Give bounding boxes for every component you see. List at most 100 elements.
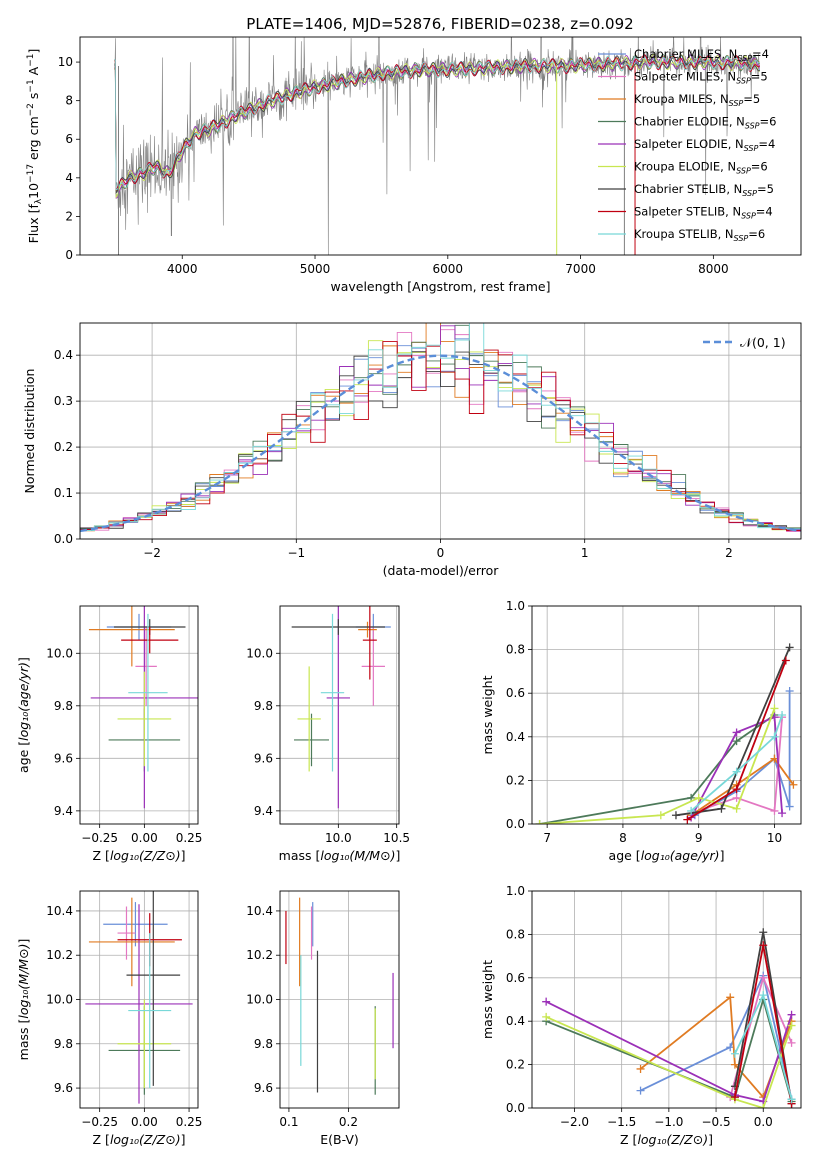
x-tick-label: −1.0 bbox=[654, 1115, 683, 1129]
weight-point bbox=[770, 806, 779, 815]
normal-curve-line bbox=[80, 354, 801, 533]
errorbar-kroupa-elodie bbox=[117, 999, 172, 1089]
weight-point bbox=[789, 780, 798, 789]
y-tick-label: 10.0 bbox=[46, 646, 73, 660]
weight-point bbox=[787, 1095, 796, 1104]
y-tick-label: 10.4 bbox=[46, 904, 73, 918]
y-tick-label: 0.4 bbox=[506, 730, 525, 744]
plot-area bbox=[88, 606, 198, 809]
errorbar-kroupa-stelib bbox=[128, 933, 172, 1089]
weight-line-kroupa-miles bbox=[690, 757, 795, 817]
weight-point bbox=[732, 804, 741, 813]
x-tick-label: −1 bbox=[287, 546, 305, 560]
x-axis-label: mass [log₁₀(M/M⊙)] bbox=[279, 848, 401, 863]
x-tick-label: 10 bbox=[767, 831, 782, 845]
weight-point bbox=[636, 1064, 645, 1073]
x-tick-label: 0.1 bbox=[279, 1115, 298, 1129]
x-tick-label: −0.25 bbox=[81, 831, 118, 845]
weight-point bbox=[759, 928, 768, 937]
weight-point bbox=[785, 643, 794, 652]
weight-point bbox=[787, 1021, 796, 1030]
y-tick-label: 8 bbox=[65, 94, 73, 108]
model-spectrum-kroupa-stelib bbox=[114, 54, 761, 190]
y-tick-label: 0.0 bbox=[506, 1101, 525, 1115]
y-tick-label: 0.6 bbox=[506, 971, 525, 985]
x-axis-label: (data-model)/error bbox=[383, 563, 500, 578]
errorbar-kroupa-miles bbox=[88, 606, 175, 667]
weight-point bbox=[785, 687, 794, 696]
legend-label: Chabrier STELIB, NSSP=5 bbox=[634, 182, 774, 198]
errorbar-kroupa-stelib bbox=[128, 613, 168, 772]
x-axis-label: wavelength [Angstrom, rest frame] bbox=[330, 279, 550, 294]
y-tick-label: 10.4 bbox=[246, 904, 273, 918]
y-tick-label: 0.6 bbox=[506, 686, 525, 700]
y-tick-label: 4 bbox=[65, 171, 73, 185]
errorbar-kroupa-elodie bbox=[297, 666, 321, 772]
x-axis-label: Z [log₁₀(Z/Z⊙)] bbox=[93, 1132, 186, 1147]
y-tick-label: 9.4 bbox=[254, 804, 273, 818]
weight-point bbox=[732, 793, 741, 802]
x-tick-label: 10.0 bbox=[325, 831, 352, 845]
panel-weight-vs-age: 7 8 9 10 0.0 0.2 0.4 0.6 0.8 1.0 age [log₁₀(age/yr… bbox=[480, 599, 802, 863]
model-spectrum-kroupa-elodie bbox=[114, 54, 760, 199]
legend-label: Salpeter MILES, NSSP=5 bbox=[634, 70, 768, 86]
axes-frame bbox=[79, 890, 199, 1109]
x-tick-label: 6000 bbox=[433, 262, 464, 276]
y-tick-label: 9.6 bbox=[254, 751, 273, 765]
y-tick-label: 10 bbox=[58, 55, 73, 69]
weight-point bbox=[732, 737, 741, 746]
weight-line-salpeter-elodie bbox=[545, 1000, 793, 1103]
y-tick-label: 9.8 bbox=[54, 699, 73, 713]
y-tick-label: 9.6 bbox=[54, 751, 73, 765]
panel-mass-vs-ebv: 0.1 0.2 9.6 9.8 10.0 10.2 10.4 E(B-V) bbox=[246, 890, 400, 1147]
x-tick-label: 10.5 bbox=[383, 831, 410, 845]
x-tick-label: −0.5 bbox=[701, 1115, 730, 1129]
weight-point bbox=[770, 732, 779, 741]
errorbar-salpeter-stelib bbox=[362, 606, 377, 680]
figure-title: PLATE=1406, MJD=52876, FIBERID=0238, z=0… bbox=[246, 15, 633, 33]
weight-point bbox=[778, 809, 787, 818]
x-tick-label: −2.0 bbox=[560, 1115, 589, 1129]
weight-point bbox=[730, 1049, 739, 1058]
y-tick-label: 9.4 bbox=[54, 804, 73, 818]
y-tick-label: 9.8 bbox=[254, 1037, 273, 1051]
weight-point bbox=[683, 815, 692, 824]
weight-line-kroupa-elodie bbox=[545, 1016, 793, 1108]
y-tick-label: 10.2 bbox=[246, 948, 273, 962]
weight-point bbox=[542, 1012, 551, 1021]
weight-point bbox=[656, 811, 665, 820]
errorbar-kroupa-elodie bbox=[117, 671, 172, 767]
y-tick-label: 1.0 bbox=[506, 599, 525, 613]
legend-label: Chabrier MILES, NSSP=4 bbox=[634, 47, 769, 63]
y-tick-label: 9.6 bbox=[54, 1081, 73, 1095]
x-tick-label: 7000 bbox=[565, 262, 596, 276]
plot-area bbox=[85, 891, 193, 1104]
y-tick-label: 0.0 bbox=[54, 532, 73, 546]
panel-residuals: −2 −1 0 1 2 0.0 0.1 0.2 0.3 0.4 (data-model)/error… bbox=[22, 322, 802, 578]
legend-label: Chabrier ELODIE, NSSP=6 bbox=[634, 115, 776, 131]
weight-point bbox=[535, 820, 544, 824]
x-tick-label: −1.5 bbox=[607, 1115, 636, 1129]
errorbar-salpeter-miles bbox=[117, 906, 136, 960]
errorbar-chabrier-elodie bbox=[294, 713, 329, 767]
weight-point bbox=[732, 767, 741, 776]
panel-spectrum: 4000 5000 6000 7000 8000 0 2 4 6 8 10 wavelength [A… bbox=[26, 36, 802, 294]
weight-point bbox=[730, 1060, 739, 1069]
weight-point bbox=[759, 991, 768, 1000]
weight-line-chabrier-miles bbox=[640, 972, 793, 1100]
weight-point bbox=[726, 993, 735, 1002]
y-axis-label: Normed distribution bbox=[22, 369, 37, 494]
errorbar-kroupa-stelib bbox=[320, 613, 345, 772]
weight-point bbox=[787, 1038, 796, 1047]
weight-point bbox=[770, 704, 779, 713]
weight-point bbox=[717, 804, 726, 813]
y-axis-label: mass weight bbox=[480, 960, 495, 1039]
errorbar-chabrier-stelib bbox=[291, 619, 385, 635]
y-tick-label: 0.4 bbox=[506, 1014, 525, 1028]
x-tick-label: 0 bbox=[437, 546, 445, 560]
weight-point bbox=[671, 811, 680, 820]
y-tick-label: 0.2 bbox=[54, 440, 73, 454]
weight-point bbox=[732, 728, 741, 737]
model-spectrum-salpeter-stelib bbox=[114, 54, 761, 191]
y-tick-label: 10.2 bbox=[46, 948, 73, 962]
